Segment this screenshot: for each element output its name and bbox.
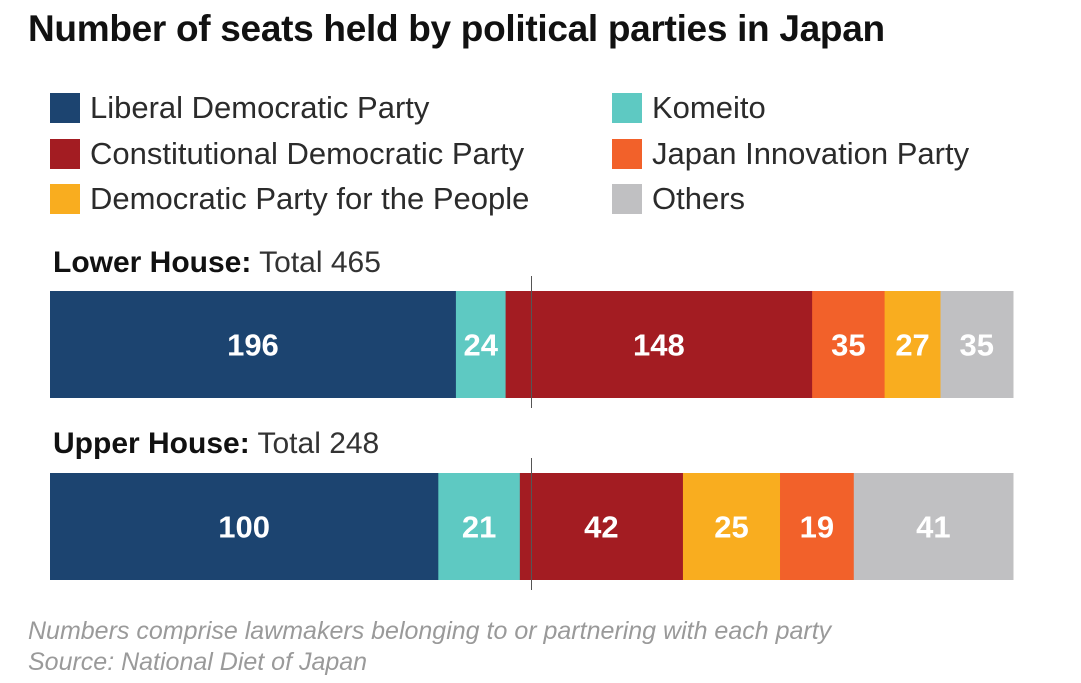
note-text: Numbers comprise lawmakers belonging to … [28, 617, 832, 645]
bar-upper-house-liberal-democratic-party [50, 473, 439, 580]
legend-label-cdp: Constitutional Democratic Party [90, 136, 525, 171]
lower-house-name: Lower House: [53, 246, 252, 279]
legend-item-jip: Japan Innovation Party [612, 132, 969, 176]
legend-label-others: Others [652, 181, 746, 216]
legend-swatch-jip [612, 139, 642, 169]
upper-house-name: Upper House: [53, 427, 250, 460]
bar-lower-house-constitutional-democratic-party [505, 291, 813, 398]
bar-upper-house-others [853, 473, 1014, 580]
legend-item-cdp: Constitutional Democratic Party [50, 132, 524, 176]
value-label-lower-house-democratic-party-for-the-people: 27 [895, 328, 929, 363]
value-label-lower-house-komeito: 24 [464, 328, 499, 363]
bar-upper-house-constitutional-democratic-party [519, 473, 684, 580]
bar-lower-house-others [940, 291, 1014, 398]
upper-house-label: Upper House: Total 248 [53, 427, 379, 461]
bar-upper-house-komeito [438, 473, 521, 580]
value-label-lower-house-constitutional-democratic-party: 148 [633, 328, 685, 363]
value-label-lower-house-liberal-democratic-party: 196 [227, 328, 279, 363]
upper-house-total: Total 248 [257, 427, 380, 460]
lower-house-total: Total 465 [259, 246, 381, 279]
source-text: Source: National Diet of Japan [28, 648, 368, 676]
legend-swatch-dpp [50, 184, 80, 214]
legend-item-komeito: Komeito [612, 86, 766, 130]
value-label-upper-house-democratic-party-for-the-people: 25 [714, 510, 748, 545]
chart-title: Number of seats held by political partie… [28, 8, 885, 49]
bar-lower-house-komeito [455, 291, 507, 398]
legend-item-ldp: Liberal Democratic Party [50, 86, 429, 130]
value-label-upper-house-others: 41 [916, 510, 950, 545]
legend-swatch-cdp [50, 139, 80, 169]
value-label-upper-house-liberal-democratic-party: 100 [218, 510, 270, 545]
legend-item-others: Others [612, 177, 745, 221]
bar-lower-house-liberal-democratic-party [50, 291, 457, 398]
legend: Liberal Democratic Party Komeito Constit… [50, 86, 1060, 222]
value-label-upper-house-komeito: 21 [462, 510, 496, 545]
value-label-lower-house-japan-innovation-party: 35 [831, 328, 865, 363]
bar-lower-house-japan-innovation-party [812, 291, 886, 398]
value-label-lower-house-others: 35 [960, 328, 994, 363]
legend-label-komeito: Komeito [652, 90, 766, 125]
legend-swatch-ldp [50, 93, 80, 123]
legend-label-dpp: Democratic Party for the People [90, 181, 530, 216]
bar-lower-house-democratic-party-for-the-people [884, 291, 942, 398]
legend-item-dpp: Democratic Party for the People [50, 177, 529, 221]
legend-swatch-komeito [612, 93, 642, 123]
value-label-upper-house-constitutional-democratic-party: 42 [584, 510, 618, 545]
bar-upper-house-democratic-party-for-the-people [682, 473, 781, 580]
legend-swatch-others [612, 184, 642, 214]
legend-label-jip: Japan Innovation Party [652, 136, 970, 171]
legend-label-ldp: Liberal Democratic Party [90, 90, 430, 125]
bar-upper-house-japan-innovation-party [780, 473, 855, 580]
lower-house-label: Lower House: Total 465 [53, 246, 381, 280]
value-label-upper-house-japan-innovation-party: 19 [800, 510, 834, 545]
